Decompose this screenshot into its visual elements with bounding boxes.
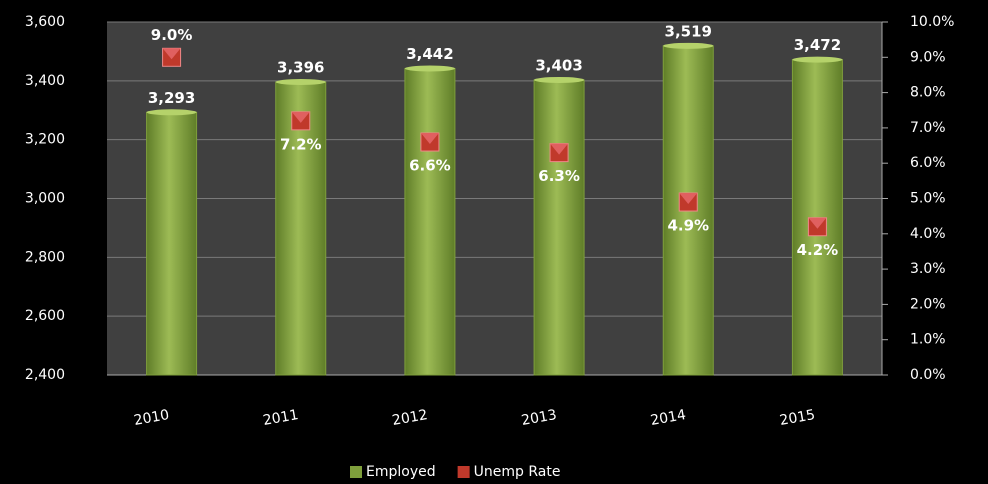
bar xyxy=(404,67,456,376)
legend-label: Employed xyxy=(366,464,436,480)
x-tick-label: 2012 xyxy=(391,407,429,429)
x-tick-label: 2010 xyxy=(133,407,171,429)
y2-tick-label: 1.0% xyxy=(910,332,946,348)
bar-cap xyxy=(663,42,714,49)
legend-swatch xyxy=(457,466,470,478)
y-tick-label: 2,800 xyxy=(25,249,65,265)
data-label: 3,293 xyxy=(148,89,195,107)
data-label: 6.6% xyxy=(409,157,451,175)
y2-tick-label: 7.0% xyxy=(910,120,946,136)
data-label: 7.2% xyxy=(280,135,322,153)
y2-tick-label: 9.0% xyxy=(910,49,946,65)
marker-shade xyxy=(162,48,181,60)
legend-label: Unemp Rate xyxy=(474,464,561,480)
y-tick-label: 3,000 xyxy=(25,191,65,207)
marker-shade xyxy=(808,217,827,229)
x-tick-label: 2013 xyxy=(520,407,558,429)
bar-cap xyxy=(404,65,455,72)
data-label: 4.2% xyxy=(797,241,839,259)
y2-tick-label: 5.0% xyxy=(910,191,946,207)
bar xyxy=(146,111,198,376)
y2-tick-label: 2.0% xyxy=(910,296,946,312)
data-label: 3,403 xyxy=(535,56,582,74)
y-tick-label: 2,600 xyxy=(25,308,65,324)
y2-tick-label: 6.0% xyxy=(910,155,946,171)
y-tick-label: 2,400 xyxy=(25,367,65,383)
y2-tick-label: 8.0% xyxy=(910,85,946,101)
data-label: 3,519 xyxy=(665,22,712,40)
bar-cap xyxy=(146,109,197,116)
x-tick-label: 2011 xyxy=(262,407,300,429)
bar xyxy=(275,81,327,376)
bar-cap xyxy=(275,79,326,86)
data-label: 3,396 xyxy=(277,59,324,77)
x-tick-label: 2014 xyxy=(649,407,687,429)
marker-shade xyxy=(291,111,310,123)
marker-shade xyxy=(420,133,439,145)
y-tick-label: 3,200 xyxy=(25,132,65,148)
marker-shade xyxy=(679,193,698,205)
bar-cap xyxy=(534,76,585,83)
data-label: 4.9% xyxy=(667,217,709,235)
y2-tick-label: 0.0% xyxy=(910,367,946,383)
data-label: 6.3% xyxy=(538,167,580,185)
bar-cap xyxy=(792,56,843,63)
marker-shade xyxy=(550,143,569,155)
data-label: 3,472 xyxy=(794,36,841,54)
data-label: 3,442 xyxy=(406,45,453,63)
legend-swatch xyxy=(350,466,362,478)
bar xyxy=(533,79,585,376)
y2-tick-label: 3.0% xyxy=(910,261,946,277)
data-label: 9.0% xyxy=(151,26,193,44)
x-tick-label: 2015 xyxy=(778,407,816,429)
y-tick-label: 3,600 xyxy=(25,14,65,30)
y2-tick-label: 4.0% xyxy=(910,226,946,242)
y2-tick-label: 10.0% xyxy=(910,14,954,30)
y-tick-label: 3,400 xyxy=(25,73,65,89)
